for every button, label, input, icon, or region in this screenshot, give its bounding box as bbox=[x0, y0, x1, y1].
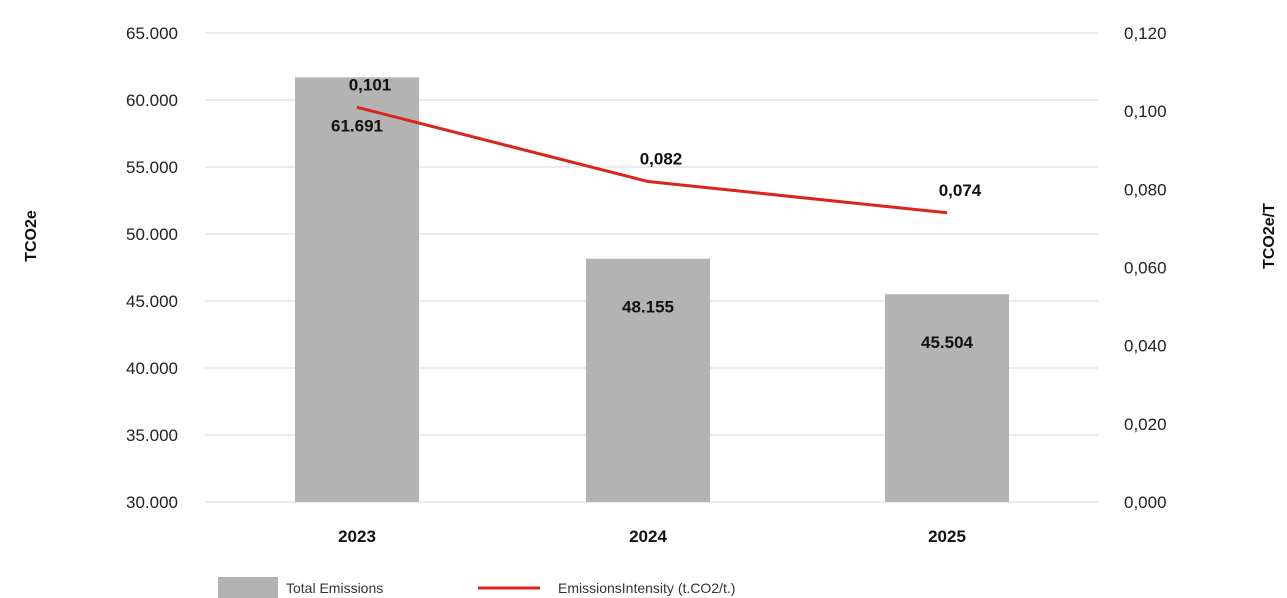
left-tick-label: 45.000 bbox=[126, 292, 178, 311]
intensity-value-label: 0,082 bbox=[640, 150, 683, 169]
left-tick-label: 50.000 bbox=[126, 225, 178, 244]
right-tick-label: 0,120 bbox=[1124, 24, 1167, 43]
data-labels: 61.691 48.155 45.504 0,101 0,082 0,074 bbox=[331, 75, 982, 352]
right-tick-label: 0,080 bbox=[1124, 180, 1167, 199]
legend-label-total-emissions: Total Emissions bbox=[286, 580, 383, 596]
left-tick-label: 30.000 bbox=[126, 493, 178, 512]
right-tick-label: 0,000 bbox=[1124, 493, 1167, 512]
category-label: 2023 bbox=[338, 527, 376, 546]
left-tick-label: 55.000 bbox=[126, 158, 178, 177]
right-tick-label: 0,020 bbox=[1124, 415, 1167, 434]
right-tick-label: 0,040 bbox=[1124, 337, 1167, 356]
right-tick-label: 0,060 bbox=[1124, 259, 1167, 278]
legend: Total Emissions EmissionsIntensity (t.CO… bbox=[218, 577, 735, 598]
bar-2023 bbox=[295, 77, 419, 502]
category-label: 2024 bbox=[629, 527, 667, 546]
left-tick-label: 60.000 bbox=[126, 91, 178, 110]
right-tick-label: 0,100 bbox=[1124, 102, 1167, 121]
category-label: 2025 bbox=[928, 527, 966, 546]
bar-2025 bbox=[885, 294, 1009, 502]
left-axis-title: TCO2e bbox=[23, 210, 40, 262]
legend-label-intensity: EmissionsIntensity (t.CO2/t.) bbox=[558, 580, 735, 596]
intensity-value-label: 0,074 bbox=[939, 181, 982, 200]
bars bbox=[295, 77, 1009, 502]
left-tick-label: 35.000 bbox=[126, 426, 178, 445]
legend-swatch-total-emissions bbox=[218, 577, 278, 598]
intensity-value-label: 0,101 bbox=[349, 75, 392, 94]
bar-value-label: 45.504 bbox=[921, 333, 974, 352]
left-tick-label: 65.000 bbox=[126, 24, 178, 43]
axes: 30.000 35.000 40.000 45.000 50.000 55.000 60.0… bbox=[126, 24, 1167, 546]
bar-2024 bbox=[586, 258, 710, 502]
bar-value-label: 48.155 bbox=[622, 298, 674, 317]
left-tick-label: 40.000 bbox=[126, 359, 178, 378]
right-axis-title: TCO2e/T bbox=[1261, 203, 1278, 269]
intensity-line bbox=[356, 105, 948, 215]
intensity-line-layer bbox=[356, 105, 948, 215]
bar-value-label: 61.691 bbox=[331, 116, 383, 135]
